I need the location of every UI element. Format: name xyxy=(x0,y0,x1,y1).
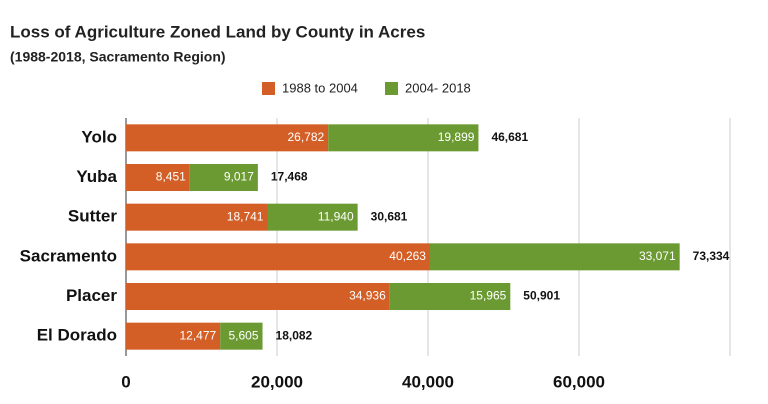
value-label: 5,605 xyxy=(228,328,258,342)
y-tick-label: Placer xyxy=(66,286,117,305)
value-label: 15,965 xyxy=(470,289,507,303)
y-tick-label: Sutter xyxy=(68,207,118,226)
total-label: 17,468 xyxy=(271,170,308,184)
bar-segment xyxy=(267,203,358,231)
bar-segment xyxy=(126,283,390,310)
total-label: 18,082 xyxy=(276,328,313,342)
bar-segment xyxy=(189,164,258,191)
value-label: 9,017 xyxy=(224,170,254,184)
bar-segment xyxy=(126,203,268,231)
y-tick-label: Yolo xyxy=(81,127,117,146)
value-label: 11,940 xyxy=(318,209,354,223)
y-tick-label: Yuba xyxy=(76,167,117,186)
bar-segment xyxy=(126,322,221,350)
bar-segment xyxy=(126,124,329,152)
value-label: 26,782 xyxy=(288,130,325,144)
bar-segment xyxy=(126,164,190,191)
total-label: 30,681 xyxy=(371,209,408,223)
value-label: 33,071 xyxy=(639,249,676,263)
legend-label: 2004- 2018 xyxy=(405,80,471,95)
value-label: 8,451 xyxy=(156,170,186,184)
value-label: 40,263 xyxy=(389,249,426,263)
bar-segment xyxy=(429,243,680,271)
total-label: 46,681 xyxy=(491,130,528,144)
chart-subtitle: (1988-2018, Sacramento Region) xyxy=(10,49,226,65)
value-label: 19,899 xyxy=(438,130,475,144)
legend-label: 1988 to 2004 xyxy=(282,80,358,95)
bar-segment xyxy=(126,243,430,271)
bar-segment xyxy=(220,322,263,350)
value-label: 18,741 xyxy=(227,209,264,223)
bar-segment xyxy=(328,124,479,152)
x-tick-label: 0 xyxy=(121,372,130,391)
chart-title: Loss of Agriculture Zoned Land by County… xyxy=(10,22,425,41)
x-tick-label: 40,000 xyxy=(402,372,454,391)
x-tick-label: 60,000 xyxy=(553,372,605,391)
y-tick-label: Sacramento xyxy=(20,246,117,265)
total-label: 50,901 xyxy=(523,289,560,303)
total-label: 73,334 xyxy=(693,249,730,263)
x-tick-label: 20,000 xyxy=(251,372,303,391)
y-tick-label: El Dorado xyxy=(37,326,117,345)
legend-swatch xyxy=(385,82,398,95)
value-label: 12,477 xyxy=(179,328,216,342)
bar-segment xyxy=(389,283,511,310)
value-label: 34,936 xyxy=(349,289,386,303)
legend-swatch xyxy=(262,82,275,95)
